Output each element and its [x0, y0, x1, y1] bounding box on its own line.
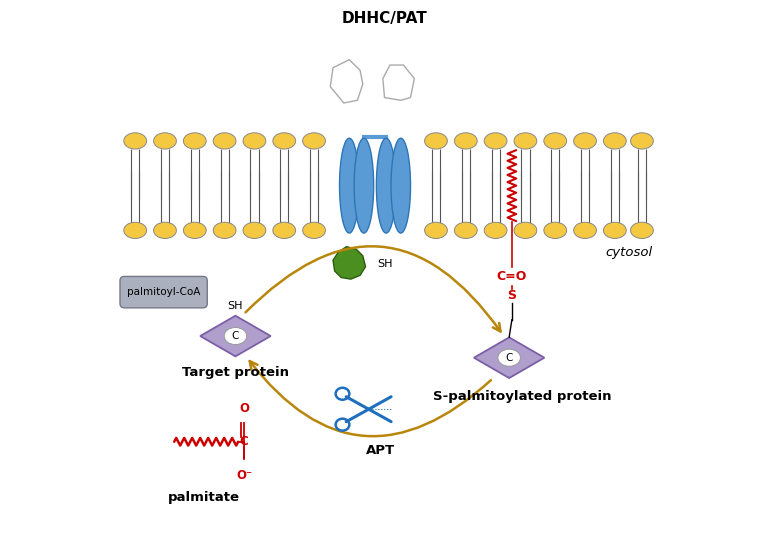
Polygon shape [383, 65, 414, 100]
Polygon shape [333, 247, 365, 279]
Ellipse shape [213, 222, 236, 238]
Ellipse shape [604, 133, 626, 149]
Ellipse shape [514, 133, 537, 149]
Ellipse shape [631, 222, 654, 238]
Ellipse shape [243, 222, 266, 238]
Ellipse shape [124, 133, 147, 149]
Ellipse shape [273, 222, 295, 238]
Text: C: C [505, 353, 513, 363]
FancyBboxPatch shape [120, 276, 208, 308]
Ellipse shape [154, 133, 176, 149]
Ellipse shape [340, 138, 359, 233]
Ellipse shape [574, 222, 597, 238]
Ellipse shape [184, 222, 206, 238]
Text: S: S [508, 289, 516, 302]
Ellipse shape [124, 222, 147, 238]
Text: S-palmitoylated protein: S-palmitoylated protein [434, 390, 612, 403]
Ellipse shape [154, 222, 176, 238]
Ellipse shape [391, 138, 411, 233]
Polygon shape [474, 337, 544, 378]
Text: APT: APT [365, 444, 394, 457]
FancyArrowPatch shape [245, 246, 501, 332]
Ellipse shape [544, 133, 567, 149]
Text: palmitoyl-CoA: palmitoyl-CoA [127, 287, 200, 297]
Ellipse shape [424, 133, 448, 149]
Ellipse shape [184, 133, 206, 149]
Text: SH: SH [378, 260, 393, 269]
Text: O: O [240, 402, 250, 415]
Text: C=O: C=O [497, 270, 527, 283]
Ellipse shape [574, 133, 597, 149]
Text: SH: SH [228, 301, 243, 311]
Ellipse shape [213, 133, 236, 149]
Text: C: C [239, 435, 248, 448]
Text: O⁻: O⁻ [237, 469, 253, 482]
Ellipse shape [454, 133, 478, 149]
FancyArrowPatch shape [250, 361, 491, 436]
Ellipse shape [484, 133, 507, 149]
Ellipse shape [498, 349, 521, 366]
Ellipse shape [604, 222, 626, 238]
Ellipse shape [544, 222, 567, 238]
Ellipse shape [273, 133, 295, 149]
Text: Target protein: Target protein [182, 366, 289, 379]
Ellipse shape [225, 327, 247, 345]
Ellipse shape [514, 222, 537, 238]
Text: cytosol: cytosol [606, 246, 653, 259]
Text: C: C [231, 331, 239, 341]
Ellipse shape [303, 222, 325, 238]
Ellipse shape [454, 222, 478, 238]
Ellipse shape [631, 133, 654, 149]
Ellipse shape [376, 138, 396, 233]
Text: DHHC/PAT: DHHC/PAT [341, 11, 428, 26]
Ellipse shape [355, 138, 374, 233]
Ellipse shape [424, 222, 448, 238]
Ellipse shape [243, 133, 266, 149]
Ellipse shape [484, 222, 507, 238]
Text: palmitate: palmitate [168, 491, 240, 504]
Polygon shape [200, 315, 271, 357]
Ellipse shape [303, 133, 325, 149]
Polygon shape [331, 60, 363, 103]
